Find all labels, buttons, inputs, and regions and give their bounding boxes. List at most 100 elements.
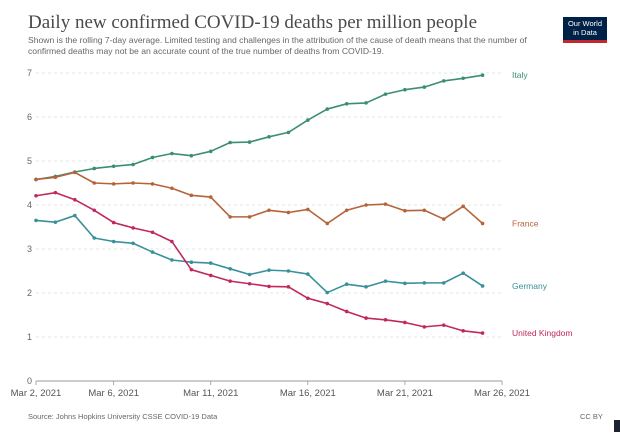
data-point — [111, 164, 116, 169]
data-point — [34, 218, 38, 223]
series-label: United Kingdom — [512, 328, 572, 338]
data-point — [189, 267, 194, 272]
series-line-germany — [35, 214, 484, 294]
series-label: Italy — [512, 70, 528, 80]
y-tick-label: 3 — [27, 244, 32, 254]
data-point — [53, 220, 58, 224]
data-point — [344, 208, 349, 213]
data-point — [150, 250, 155, 254]
y-tick-label: 2 — [27, 288, 32, 298]
series-label: France — [512, 218, 539, 228]
logo-accent-bar — [563, 40, 607, 43]
data-point — [422, 208, 427, 213]
data-point — [267, 208, 271, 213]
data-point — [111, 182, 116, 186]
data-point — [73, 170, 77, 175]
data-point — [403, 208, 407, 213]
chart-title: Daily new confirmed COVID-19 deaths per … — [28, 12, 478, 33]
logo-line-1: Our World — [567, 19, 603, 28]
data-point — [170, 151, 174, 156]
data-point — [267, 135, 271, 139]
corner-mark — [614, 420, 620, 432]
data-point — [111, 239, 116, 244]
data-point — [267, 268, 271, 272]
data-point — [461, 271, 465, 276]
series-line-italy — [35, 74, 483, 181]
data-point — [247, 272, 252, 277]
data-point — [53, 190, 58, 195]
data-point — [344, 102, 349, 106]
x-tick-label: Mar 16, 2021 — [280, 388, 336, 399]
chart-subtitle: Shown is the rolling 7-day average. Limi… — [28, 35, 527, 56]
data-point — [189, 153, 194, 158]
data-point — [189, 193, 194, 198]
data-point — [383, 92, 388, 96]
data-point — [364, 203, 368, 207]
y-tick-label: 1 — [27, 332, 32, 342]
series-line-france — [35, 171, 484, 225]
data-point — [208, 149, 213, 154]
data-point — [73, 197, 77, 202]
data-point — [480, 221, 485, 226]
data-point — [228, 140, 232, 145]
data-point — [325, 290, 330, 295]
data-point — [441, 281, 446, 285]
data-point — [344, 282, 349, 287]
data-point — [306, 207, 310, 212]
data-point — [286, 269, 291, 273]
data-point — [461, 76, 465, 81]
data-point — [441, 217, 446, 221]
data-point — [403, 87, 407, 92]
data-point — [111, 220, 116, 225]
data-point — [131, 241, 135, 246]
data-point — [267, 284, 271, 289]
data-point — [286, 285, 291, 289]
data-point — [131, 226, 135, 230]
data-point — [383, 318, 388, 322]
data-point — [34, 193, 38, 198]
data-point — [170, 239, 174, 244]
data-point — [344, 309, 349, 314]
x-tick-label: Mar 2, 2021 — [11, 388, 62, 399]
data-point — [441, 79, 446, 83]
data-point — [131, 181, 135, 185]
series-line-united-kingdom — [35, 191, 483, 334]
x-tick-label: Mar 26, 2021 — [474, 388, 530, 399]
data-point — [170, 186, 174, 191]
data-point — [441, 323, 446, 327]
data-point — [92, 166, 97, 171]
data-point — [461, 329, 465, 333]
y-tick-label: 4 — [27, 200, 32, 210]
y-tick-label: 5 — [27, 156, 32, 166]
data-point — [228, 267, 232, 271]
data-point — [247, 281, 252, 286]
data-point — [92, 181, 97, 185]
x-tick-label: Mar 21, 2021 — [377, 388, 433, 399]
data-point — [480, 284, 485, 288]
data-point — [306, 296, 310, 301]
y-tick-label: 6 — [27, 112, 32, 122]
owid-logo[interactable]: Our World in Data — [563, 17, 607, 42]
data-point — [325, 107, 330, 111]
data-point — [422, 325, 427, 329]
data-point — [150, 230, 155, 235]
data-point — [383, 202, 388, 206]
data-point — [73, 213, 77, 218]
data-point — [364, 101, 368, 105]
data-point — [461, 204, 465, 209]
data-point — [34, 177, 38, 182]
data-point — [364, 316, 368, 320]
source-note[interactable]: Source: Johns Hopkins University CSSE CO… — [28, 412, 218, 421]
license-label[interactable]: CC BY — [580, 412, 603, 421]
data-point — [325, 221, 330, 226]
data-point — [92, 236, 97, 240]
data-point — [228, 215, 232, 219]
data-point — [247, 215, 252, 219]
data-point — [208, 195, 213, 199]
data-point — [306, 272, 310, 276]
data-point — [306, 118, 310, 122]
data-point — [422, 281, 427, 285]
data-point — [383, 279, 388, 283]
y-tick-label: 7 — [27, 68, 32, 78]
